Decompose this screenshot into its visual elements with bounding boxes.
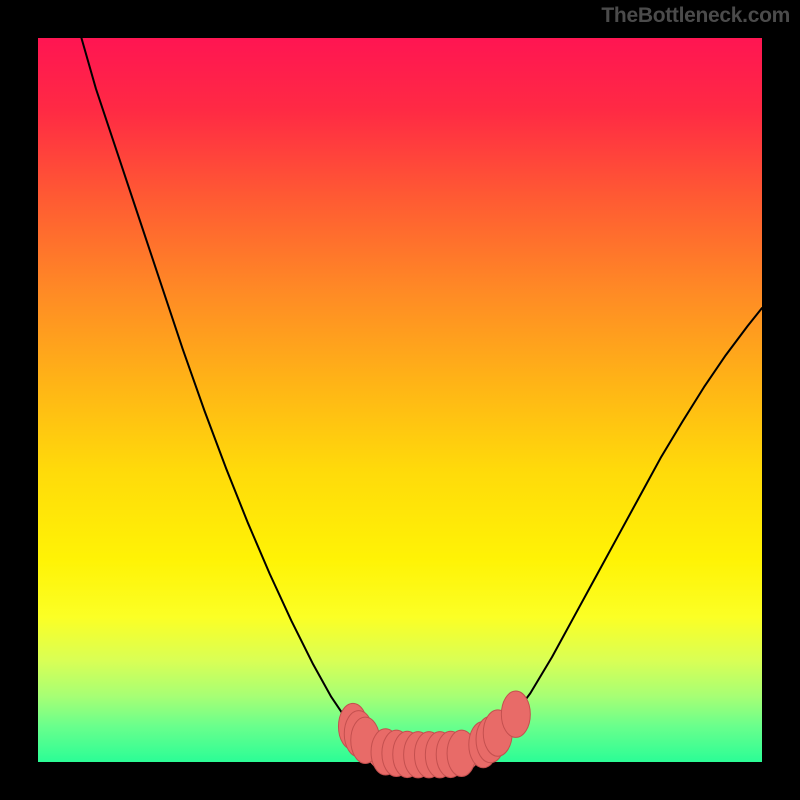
watermark-text: TheBottleneck.com xyxy=(601,4,790,28)
chart-svg xyxy=(0,0,800,800)
plot-background xyxy=(38,38,762,762)
chart-frame: TheBottleneck.com xyxy=(0,0,800,800)
marker-bead xyxy=(501,691,530,737)
